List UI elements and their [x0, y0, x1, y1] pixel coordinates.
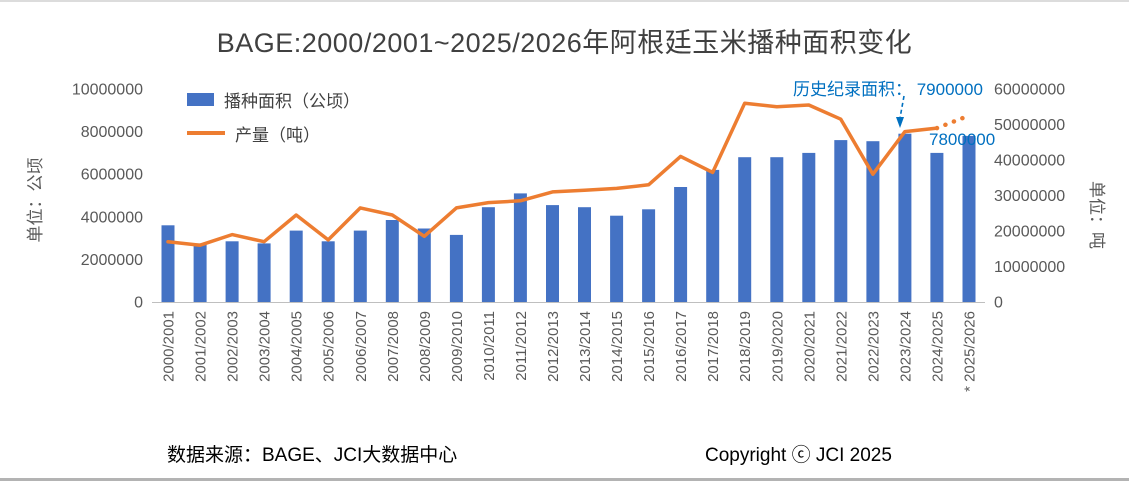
legend-item-area: 播种面积（公顷） — [187, 89, 360, 111]
x-category-label: 2008/2009 — [417, 311, 434, 382]
area-bar — [481, 207, 495, 302]
area-bar — [353, 230, 367, 302]
area-bar — [289, 230, 303, 302]
right-axis-tick-label: 50000000 — [994, 117, 1065, 134]
right-axis-title: 单位：吨 — [1087, 181, 1106, 249]
annotation-arrowhead-icon — [896, 117, 904, 128]
right-axis-tick-label: 60000000 — [994, 82, 1065, 99]
area-bar — [802, 152, 816, 302]
x-category-label: 2022/2023 — [865, 311, 882, 382]
line-swatch-icon — [187, 131, 225, 135]
x-category-label: 2017/2018 — [705, 311, 722, 382]
x-category-label: 2012/2013 — [545, 311, 562, 382]
legend-item-production: 产量（吨） — [187, 123, 360, 145]
x-category-label: 2000/2001 — [161, 311, 178, 382]
area-bar — [834, 140, 848, 302]
x-category-label: 2024/2025 — [929, 311, 946, 382]
area-bar — [706, 169, 720, 302]
x-category-label: 2003/2004 — [257, 311, 274, 382]
x-category-label: 2016/2017 — [673, 311, 690, 382]
forecast-area-label: 7800000 — [929, 130, 996, 149]
page-title: BAGE:2000/2001~2025/2026年阿根廷玉米播种面积变化 — [216, 28, 913, 58]
x-category-label: 2006/2007 — [353, 311, 370, 382]
x-category-label: 2023/2024 — [897, 311, 914, 382]
legend-production-label: 产量（吨） — [235, 125, 320, 145]
area-bar — [417, 228, 431, 302]
x-category-label: 2001/2002 — [193, 311, 210, 382]
x-category-label: 2004/2005 — [289, 311, 306, 382]
production-line-projected — [934, 113, 972, 131]
x-category-label: 2019/2020 — [769, 311, 786, 382]
x-category-label: 2014/2015 — [609, 311, 626, 382]
area-bar — [610, 215, 624, 302]
annotation-arrow — [899, 95, 905, 119]
area-bar — [642, 209, 656, 302]
x-category-label: 2005/2006 — [321, 311, 338, 382]
x-category-label: 2015/2016 — [641, 311, 658, 382]
x-category-label: 2018/2019 — [737, 311, 754, 382]
area-bar — [385, 220, 399, 302]
production-line — [166, 101, 939, 247]
right-axis-tick-label: 40000000 — [994, 153, 1065, 170]
legend-area-label: 播种面积（公顷） — [224, 91, 360, 111]
area-bar — [225, 241, 239, 302]
right-axis-tick-label: 20000000 — [994, 224, 1065, 241]
left-axis-tick-label: 0 — [134, 295, 143, 312]
area-bar — [193, 243, 207, 302]
area-bar — [738, 157, 752, 302]
x-category-label: 2021/2022 — [833, 311, 850, 382]
x-category-label: 2013/2014 — [577, 311, 594, 382]
data-source-text: 数据来源：BAGE、JCI大数据中心 — [167, 445, 458, 466]
area-bar — [161, 225, 175, 302]
area-bar — [513, 193, 527, 302]
area-bar — [770, 157, 784, 302]
left-axis-tick-label: 4000000 — [81, 209, 143, 226]
left-axis-tick-label: 6000000 — [81, 167, 143, 184]
x-category-label: 2007/2008 — [385, 311, 402, 382]
area-bar — [546, 205, 559, 302]
left-axis-tick-label: 10000000 — [72, 82, 143, 99]
x-category-label: 2002/2003 — [225, 311, 242, 382]
area-bar — [321, 241, 335, 302]
bar-swatch-icon — [187, 92, 214, 106]
right-axis-tick-label: 30000000 — [994, 188, 1065, 205]
left-axis-tick-label: 2000000 — [81, 252, 143, 269]
area-bar — [449, 234, 463, 302]
x-category-label: 2011/2012 — [513, 311, 530, 381]
right-axis-tick-label: 10000000 — [994, 259, 1065, 276]
copyright-text: Copyright ⓒ JCI 2025 — [705, 445, 892, 466]
x-category-label: * 2025/2026 — [962, 311, 979, 392]
area-bar — [578, 207, 591, 302]
x-category-label: 2009/2010 — [449, 311, 466, 382]
right-axis-tick-label: 0 — [994, 295, 1003, 312]
record-area-annotation: 历史纪录面积： 7900000 — [793, 80, 983, 99]
left-axis-title: 单位：公顷 — [26, 157, 45, 243]
area-bar — [674, 187, 688, 302]
area-bar — [257, 243, 271, 302]
area-bar — [898, 133, 912, 302]
area-bar — [930, 152, 944, 302]
area-bar — [962, 135, 976, 302]
x-category-label: 2010/2011 — [481, 311, 498, 381]
area-bar — [866, 141, 880, 302]
left-axis-tick-label: 8000000 — [81, 124, 143, 141]
legend: 播种面积（公顷） 产量（吨） — [187, 89, 360, 145]
x-category-label: 2020/2021 — [801, 311, 818, 382]
